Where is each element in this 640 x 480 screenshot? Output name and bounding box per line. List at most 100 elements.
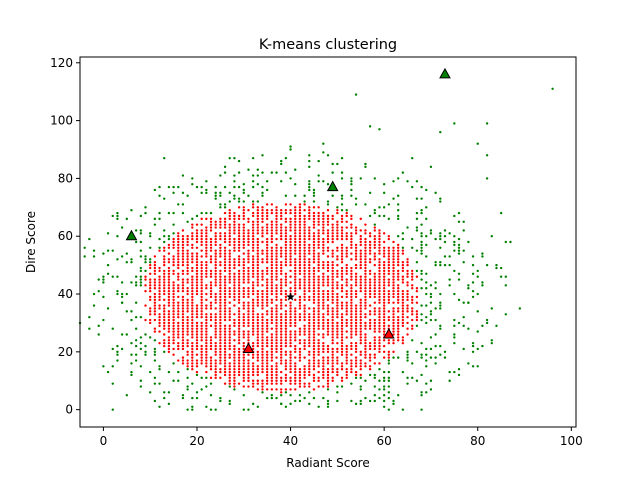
cluster-point-red [368,243,372,247]
cluster-point-red [322,263,325,267]
cluster-point-red [191,226,194,229]
cluster-point-red [251,370,255,374]
cluster-point-red [308,217,311,221]
cluster-point-red [242,269,245,273]
cluster-point-red [317,376,320,380]
cluster-point-red [209,220,213,223]
cluster-point-red [340,344,344,348]
cluster-point-green [485,321,489,325]
cluster-point-red [350,272,353,275]
cluster-point-red [345,344,348,348]
cluster-point-red [242,376,245,380]
cluster-point-green [308,154,311,157]
cluster-point-red [359,301,362,304]
cluster-point-red [298,295,302,299]
cluster-point-red [340,318,344,322]
cluster-point-green [504,284,508,287]
cluster-point-red [294,324,297,328]
cluster-point-green [134,301,138,304]
cluster-point-red [242,347,245,351]
cluster-point-red [368,292,372,296]
cluster-point-red [373,301,376,304]
cluster-point-red [228,217,231,221]
cluster-point-red [331,261,334,264]
cluster-point-red [331,315,334,319]
cluster-point-red [247,339,250,342]
cluster-point-red [242,373,245,377]
cluster-point-red [345,237,348,241]
cluster-point-red [158,287,161,290]
cluster-point-red [265,373,269,377]
cluster-point-red [298,237,302,241]
cluster-point-green [214,197,217,200]
cluster-point-red [223,269,227,273]
cluster-point-red [209,226,213,229]
cluster-point-red [223,356,227,359]
cluster-point-red [303,373,306,377]
cluster-point-green [233,174,236,177]
cluster-point-red [345,330,348,333]
cluster-point-red [364,240,367,244]
cluster-point-red [303,263,306,267]
cluster-point-red [387,292,391,296]
cluster-point-red [294,258,297,261]
cluster-point-red [364,275,367,278]
cluster-point-green [214,185,217,189]
cluster-point-green [382,394,386,397]
cluster-point-red [373,310,376,313]
cluster-point-red [200,284,203,287]
cluster-point-red [191,298,194,302]
cluster-point-red [181,356,185,359]
cluster-point-red [265,362,269,365]
cluster-point-green [415,217,419,221]
cluster-point-red [378,292,381,296]
cluster-point-red [401,295,405,299]
cluster-point-green [354,203,358,206]
cluster-point-red [308,229,311,232]
cluster-point-red [312,272,316,275]
cluster-point-red [209,258,213,261]
cluster-point-red [294,347,297,351]
cluster-point-green [354,376,358,380]
cluster-point-red [401,321,405,325]
cluster-point-red [345,292,348,296]
cluster-point-red [308,336,311,339]
cluster-point-red [312,321,316,325]
cluster-point-green [219,206,222,209]
cluster-point-red [256,243,260,247]
cluster-point-red [340,321,344,325]
cluster-point-red [242,356,245,359]
cluster-point-green [364,379,367,382]
cluster-point-red [256,211,260,215]
cluster-point-red [298,249,302,252]
cluster-point-red [275,344,278,348]
cluster-point-red [289,350,292,354]
cluster-point-red [280,376,283,380]
cluster-point-red [275,269,278,273]
cluster-point-red [415,301,419,304]
cluster-point-red [219,237,222,241]
cluster-point-red [350,321,353,325]
cluster-point-red [336,301,339,304]
cluster-point-red [289,243,292,247]
cluster-point-green [406,382,409,385]
cluster-point-red [228,353,231,356]
cluster-point-red [270,301,274,304]
cluster-point-red [340,217,344,221]
cluster-point-red [270,365,274,368]
cluster-point-green [462,229,465,232]
cluster-point-red [331,362,334,365]
cluster-point-red [289,321,292,325]
cluster-point-green [139,315,143,319]
cluster-point-red [415,289,419,293]
cluster-point-red [153,278,157,281]
cluster-point-green [387,379,391,382]
cluster-point-red [275,315,278,319]
cluster-point-red [223,266,227,270]
cluster-point-red [396,289,400,293]
x-tick-label: 100 [560,434,583,448]
cluster-point-red [237,327,241,330]
cluster-point-red [261,370,264,374]
cluster-point-red [345,356,348,359]
cluster-point-red [233,321,236,325]
